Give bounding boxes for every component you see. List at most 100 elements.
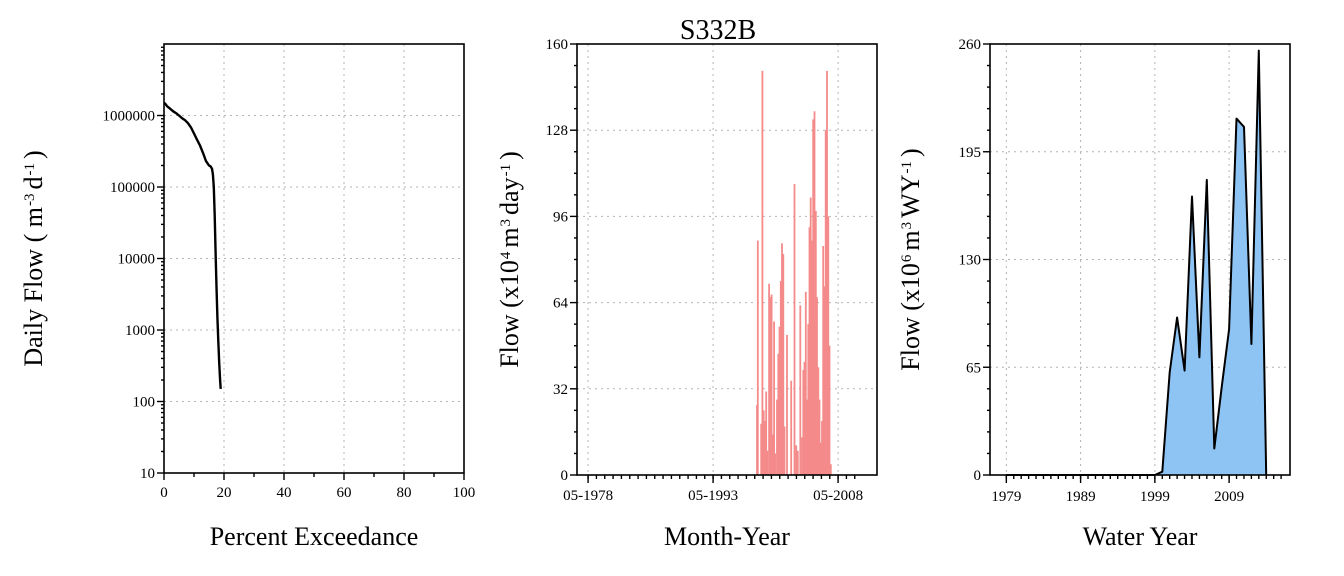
flow-bar	[809, 197, 812, 475]
flow-bar	[821, 421, 823, 475]
y-axis-label: Flow (x106 m3 WY-1)	[896, 148, 925, 370]
x-tick-label: 100	[453, 485, 476, 501]
flow-bar	[811, 240, 813, 475]
flow-bar	[764, 421, 766, 475]
y-label-part: -1	[498, 164, 514, 177]
y-axis-label: Daily Flow ( m-3 d-1)	[19, 150, 48, 366]
y-tick-label: 1000	[125, 323, 155, 339]
flow-bar	[766, 450, 769, 475]
flow-bar	[760, 423, 763, 475]
x-axis: 1979 1989 1999 2009	[991, 475, 1282, 505]
x-tick-label: 60	[337, 485, 352, 501]
plot-frame	[576, 43, 878, 476]
y-axis: 0 32 64 96 128 160	[546, 37, 577, 484]
grid	[990, 44, 1290, 475]
x-tick-label: 1989	[1066, 489, 1096, 505]
monthly-flow-panel: 0 32 64 96 128 160 05-1978 05-1993 05-2008 Mont…	[495, 37, 878, 551]
flow-bar	[802, 369, 805, 475]
x-axis: 05-1978 05-1993 05-2008	[563, 475, 863, 504]
y-label-part: 4	[498, 251, 514, 259]
flow-bar	[823, 286, 826, 475]
y-tick-label: 64	[553, 296, 569, 312]
flow-bar	[827, 216, 830, 475]
flow-bar	[783, 426, 786, 475]
y-label-part: 6	[899, 254, 915, 262]
x-tick-label: 0	[160, 485, 168, 501]
flow-bar	[762, 410, 765, 475]
annual-flow-area	[1006, 50, 1267, 475]
y-label-part: WY	[896, 174, 925, 218]
flow-bar	[778, 326, 781, 475]
flow-bar	[806, 399, 808, 475]
y-label-part: -1	[22, 163, 38, 176]
flow-bar	[807, 324, 810, 475]
y-label-part: )	[495, 151, 524, 160]
flow-bar	[793, 184, 796, 475]
x-axis-label: Water Year	[1083, 522, 1198, 551]
flow-bar	[782, 254, 785, 475]
y-label-part: 3	[899, 222, 915, 230]
flow-bar	[816, 297, 818, 475]
x-axis-label: Percent Exceedance	[210, 522, 419, 551]
flow-bar	[770, 294, 773, 475]
y-tick-label: 10000	[118, 252, 156, 268]
y-tick-label: 100000	[110, 180, 155, 196]
flow-bar	[761, 70, 764, 476]
y-tick-label: 128	[546, 123, 569, 139]
flow-bar	[829, 464, 832, 475]
flow-bar	[822, 246, 825, 475]
x-tick-label: 05-2008	[813, 488, 863, 504]
x-tick-label: 20	[217, 485, 232, 501]
y-label-part: m	[495, 227, 524, 247]
flow-bar	[790, 380, 793, 475]
flow-bar	[803, 361, 806, 475]
y-axis: 0 65 130 195 260	[959, 37, 990, 484]
flow-bar	[756, 240, 759, 475]
y-label-part: m	[896, 230, 925, 250]
flow-bar	[814, 211, 817, 475]
flow-bar	[771, 434, 774, 475]
flow-bar	[796, 450, 799, 475]
x-tick-label: 80	[397, 485, 412, 501]
flow-bar	[799, 305, 802, 475]
x-axis: 0 20 40 60 80 100	[160, 473, 475, 501]
y-label-part: )	[19, 150, 48, 159]
y-tick-label: 100	[133, 395, 156, 411]
flow-bar	[779, 281, 782, 475]
y-tick-label: 65	[966, 360, 981, 376]
flow-bar	[776, 399, 778, 475]
y-tick-label: 1000000	[103, 109, 156, 125]
y-tick-label: 96	[553, 209, 569, 225]
y-label-part: d	[19, 177, 48, 190]
y-label-part: -3	[22, 194, 38, 207]
flow-bar	[765, 391, 768, 475]
flow-bar	[774, 453, 777, 475]
flow-bar	[769, 297, 772, 475]
x-tick-label: 2009	[1214, 489, 1244, 505]
flow-bar	[795, 445, 798, 475]
flow-bar	[818, 399, 821, 475]
flow-bar	[808, 227, 811, 475]
flow-bar	[817, 367, 820, 476]
x-axis-label: Month-Year	[664, 522, 790, 551]
flow-bar	[768, 283, 770, 475]
x-tick-label: 1999	[1140, 489, 1170, 505]
y-label-part: Flow (x10	[896, 263, 925, 371]
y-tick-label: 160	[546, 37, 569, 53]
flow-bar	[786, 334, 788, 475]
y-axis-label: Flow (x104 m3 day-1)	[495, 151, 524, 368]
x-tick-label: 1979	[991, 489, 1021, 505]
y-tick-label: 0	[974, 468, 982, 484]
y-label-part: day	[495, 177, 524, 215]
x-tick-label: 05-1993	[688, 488, 738, 504]
flow-duration-panel: 10 100 1000 10000 100000 1000000 0 20 40 60 80 100…	[19, 43, 475, 551]
plot-area	[756, 70, 832, 476]
x-tick-label: 05-1978	[563, 488, 613, 504]
grid	[164, 44, 464, 473]
y-tick-label: 260	[959, 37, 982, 53]
y-tick-label: 130	[959, 253, 982, 269]
flow-bar	[781, 243, 783, 475]
y-axis: 10 100 1000 10000 100000 1000000	[103, 46, 164, 482]
y-tick-label: 10	[140, 466, 155, 482]
flow-bar	[777, 353, 780, 475]
